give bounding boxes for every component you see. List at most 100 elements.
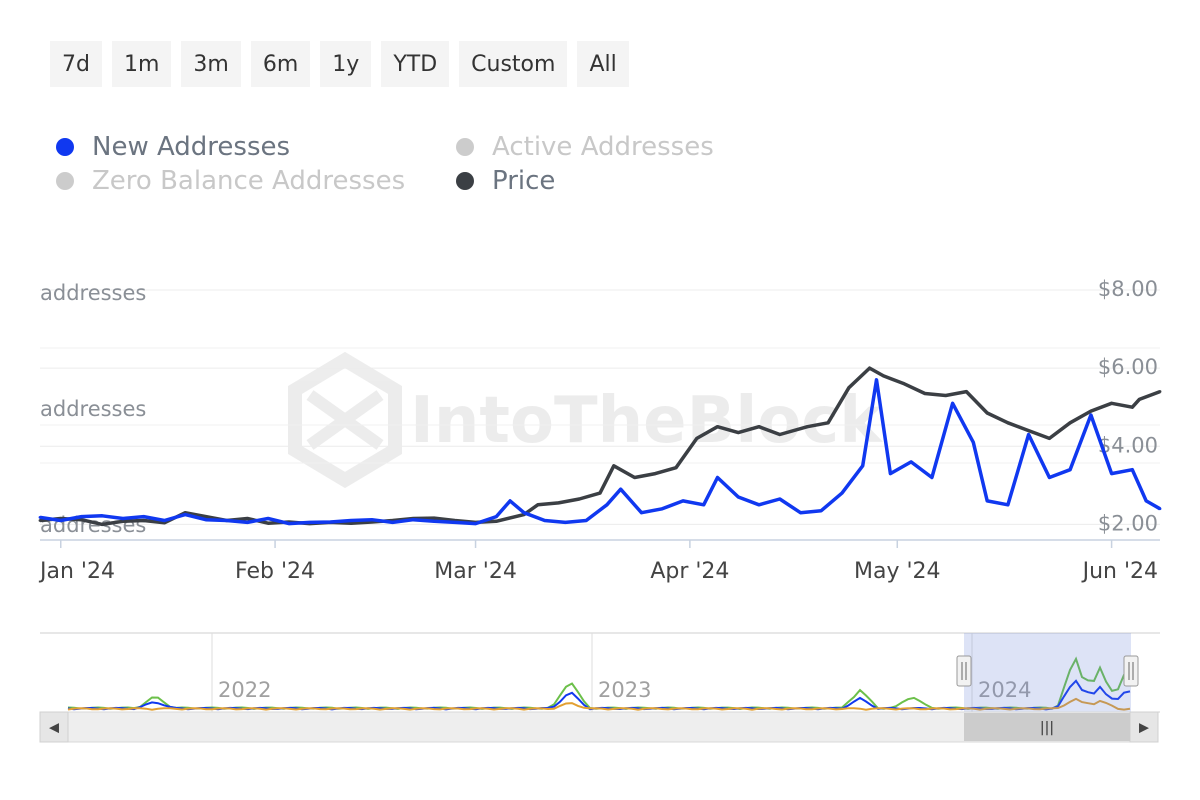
- legend-label: Active Addresses: [492, 132, 714, 162]
- legend-dot-icon: [56, 138, 74, 156]
- series-line-new-addresses: [39, 378, 1161, 526]
- data-point-price: [882, 374, 885, 378]
- data-point-new-addresses: [888, 472, 892, 475]
- data-point-new-addresses: [1006, 503, 1010, 507]
- range-button-ytd[interactable]: YTD: [381, 41, 450, 87]
- data-point-new-addresses: [840, 491, 844, 495]
- data-point-price: [1027, 429, 1031, 433]
- data-point-new-addresses: [349, 519, 353, 522]
- legend-label: New Addresses: [92, 132, 291, 162]
- navigator-year-label: 2022: [218, 678, 271, 702]
- data-point-price: [1158, 390, 1162, 393]
- legend-dot-icon: [56, 172, 74, 190]
- data-point-new-addresses: [951, 401, 954, 405]
- data-point-price: [633, 476, 636, 479]
- range-button-7d[interactable]: 7d: [50, 41, 102, 87]
- data-point-new-addresses: [100, 514, 104, 518]
- y-left-label: addresses: [40, 397, 146, 421]
- data-point-price: [868, 366, 872, 370]
- navigator-year-label: 2023: [598, 678, 651, 702]
- data-point-new-addresses: [246, 521, 249, 524]
- data-point-new-addresses: [660, 507, 664, 511]
- legend-item-active-addresses[interactable]: Active Addresses: [456, 132, 714, 162]
- data-point-new-addresses: [183, 513, 187, 517]
- data-point-price: [1089, 409, 1093, 413]
- data-point-price: [246, 517, 249, 520]
- legend-item-new-addresses[interactable]: New Addresses: [56, 132, 290, 162]
- navigator-selection-window[interactable]: [964, 633, 1131, 712]
- data-point-new-addresses: [640, 511, 643, 515]
- data-point-price: [923, 392, 927, 395]
- data-point-price: [598, 491, 602, 495]
- navigator-right-handle[interactable]: [1123, 655, 1139, 687]
- data-point-price: [1110, 401, 1114, 405]
- range-button-1m[interactable]: 1m: [111, 41, 172, 87]
- legend-label: Zero Balance Addresses: [92, 166, 406, 196]
- data-point-new-addresses: [543, 519, 547, 522]
- data-point-new-addresses: [681, 499, 685, 503]
- y-right-tick: $2.00: [1098, 511, 1158, 535]
- range-button-1y[interactable]: 1y: [320, 41, 372, 87]
- legend-item-zero-balance-addresses[interactable]: Zero Balance Addresses: [56, 166, 405, 196]
- data-point-price: [38, 519, 42, 522]
- range-selector: 7d 1m 3m 6m 1y YTD Custom All: [50, 41, 629, 87]
- data-point-new-addresses: [522, 511, 526, 515]
- legend-item-price[interactable]: Price: [456, 166, 555, 196]
- data-point-price: [577, 497, 581, 501]
- data-point-price: [142, 519, 146, 522]
- data-point-new-addresses: [757, 503, 761, 507]
- data-point-new-addresses: [875, 378, 878, 382]
- data-point-price: [121, 519, 125, 523]
- navigator-left-handle[interactable]: [956, 655, 972, 687]
- data-point-new-addresses: [432, 519, 436, 523]
- data-point-price: [653, 472, 657, 475]
- x-tick-label: May '24: [854, 559, 941, 584]
- data-point-new-addresses: [702, 503, 706, 507]
- data-point-new-addresses: [584, 519, 588, 522]
- data-point-new-addresses: [328, 520, 332, 524]
- data-point-new-addresses: [474, 522, 477, 525]
- data-point-new-addresses: [1144, 499, 1148, 503]
- x-tick-label: Jun '24: [1081, 559, 1158, 584]
- data-point-new-addresses: [1047, 476, 1051, 479]
- data-point-price: [204, 515, 208, 518]
- navigator[interactable]: 2022 2023 2024 ◀ ▶ |||: [39, 632, 1160, 743]
- watermark: IntoTheBlock: [288, 351, 883, 489]
- range-button-custom[interactable]: Custom: [459, 41, 568, 87]
- data-point-price: [716, 425, 719, 429]
- data-point-price: [847, 386, 851, 390]
- data-point-new-addresses: [1089, 413, 1093, 417]
- data-point-price: [80, 518, 83, 522]
- scroll-left-button[interactable]: [39, 711, 69, 743]
- data-point-price: [965, 390, 968, 393]
- y-right-tick: $4.00: [1098, 433, 1158, 457]
- range-button-6m[interactable]: 6m: [250, 41, 311, 87]
- navigator-series-line: [67, 697, 1131, 711]
- data-point-new-addresses: [142, 515, 146, 518]
- data-point-new-addresses: [971, 440, 975, 444]
- data-point-price: [432, 516, 436, 520]
- data-point-price: [695, 437, 699, 440]
- range-button-3m[interactable]: 3m: [181, 41, 241, 87]
- data-point-new-addresses: [564, 521, 567, 524]
- data-point-new-addresses: [716, 476, 719, 479]
- data-point-new-addresses: [1068, 468, 1072, 472]
- navigator-scrollbar-thumb[interactable]: [964, 713, 1130, 741]
- range-button-all[interactable]: All: [577, 41, 629, 87]
- series-lines: [38, 366, 1162, 527]
- data-point-price: [985, 411, 989, 415]
- y-left-label: addresses: [40, 281, 146, 305]
- legend-label: Price: [492, 166, 556, 196]
- data-point-price: [1130, 405, 1134, 409]
- data-point-price: [1006, 421, 1010, 425]
- data-point-new-addresses: [1110, 472, 1114, 475]
- data-point-price: [902, 382, 906, 386]
- data-point-new-addresses: [619, 487, 623, 491]
- data-point-new-addresses: [391, 521, 394, 524]
- data-point-price: [494, 519, 498, 523]
- data-point-price: [1047, 437, 1051, 440]
- y-right-tick: $8.00: [1098, 277, 1158, 301]
- scroll-right-button[interactable]: [1129, 711, 1159, 743]
- data-point-new-addresses: [1158, 507, 1162, 511]
